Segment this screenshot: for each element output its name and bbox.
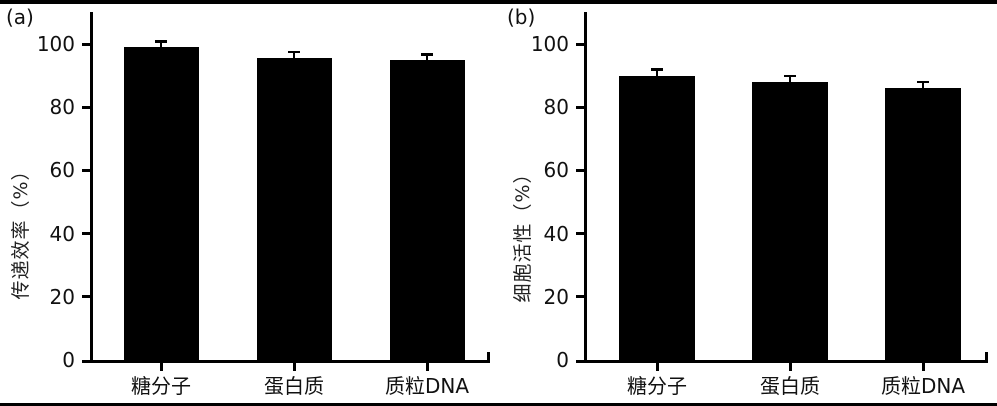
y-tick-label: 0 <box>556 348 569 372</box>
error-bar-cap <box>784 74 796 78</box>
y-tick-mark <box>82 232 90 236</box>
x-tick-mark <box>425 363 429 371</box>
y-tick-label: 80 <box>543 95 569 120</box>
y-tick-mark <box>576 105 584 109</box>
x-axis-end-tick <box>487 352 490 360</box>
bar <box>885 88 961 360</box>
x-tick-mark <box>159 363 163 371</box>
category-label: 蛋白质 <box>760 374 820 398</box>
y-tick-label: 40 <box>49 221 75 246</box>
error-bar-cap <box>651 68 663 71</box>
bottom-border-line <box>0 403 997 406</box>
x-axis-line <box>90 360 490 363</box>
category-label: 糖分子 <box>131 374 191 398</box>
y-tick-label: 20 <box>49 284 75 309</box>
error-bar-stem <box>922 81 924 91</box>
error-bar-stem <box>293 51 295 61</box>
panel-label-b: (b) <box>507 5 536 29</box>
y-tick-mark <box>576 168 584 172</box>
y-tick-label: 20 <box>543 284 569 309</box>
y-tick-mark <box>576 295 584 299</box>
category-label: 质粒DNA <box>880 374 966 398</box>
error-bar-cap <box>155 40 167 43</box>
x-tick-mark <box>655 363 659 371</box>
y-tick-mark <box>576 232 584 236</box>
y-tick-label: 60 <box>543 158 569 183</box>
error-bar-cap <box>421 53 433 56</box>
category-label: 蛋白质 <box>264 374 324 398</box>
y-tick-label: 40 <box>543 221 569 246</box>
error-bar-stem <box>160 41 162 50</box>
y-tick-mark <box>576 360 584 363</box>
x-tick-mark <box>921 363 925 371</box>
panel-label-a: (a) <box>6 5 34 29</box>
bar <box>256 58 332 360</box>
bar <box>752 81 828 360</box>
y-axis-line <box>584 12 587 363</box>
y-tick-label: 60 <box>49 158 75 183</box>
x-tick-mark <box>788 363 792 371</box>
y-tick-mark <box>82 42 90 46</box>
category-label: 糖分子 <box>627 374 687 398</box>
error-bar-stem <box>426 54 428 62</box>
y-tick-mark <box>82 360 90 363</box>
y-tick-mark <box>576 42 584 46</box>
bar <box>619 75 695 360</box>
category-label: 质粒DNA <box>384 374 470 398</box>
error-bar-stem <box>789 75 791 84</box>
error-bar-cap <box>917 80 929 84</box>
y-tick-label: 0 <box>62 348 75 372</box>
y-tick-label: 100 <box>36 32 75 56</box>
x-tick-mark <box>292 363 296 371</box>
error-bar-stem <box>656 69 658 78</box>
x-axis-line <box>584 360 988 363</box>
bar <box>389 59 465 360</box>
x-axis-end-tick <box>985 352 988 360</box>
bar <box>123 47 199 360</box>
y-tick-mark <box>82 105 90 109</box>
y-axis-line <box>90 12 93 363</box>
top-border-line <box>0 0 997 4</box>
y-tick-label: 80 <box>49 95 75 120</box>
y-tick-mark <box>82 295 90 299</box>
error-bar-cap <box>288 50 300 54</box>
y-tick-label: 100 <box>530 32 569 56</box>
y-tick-mark <box>82 168 90 172</box>
